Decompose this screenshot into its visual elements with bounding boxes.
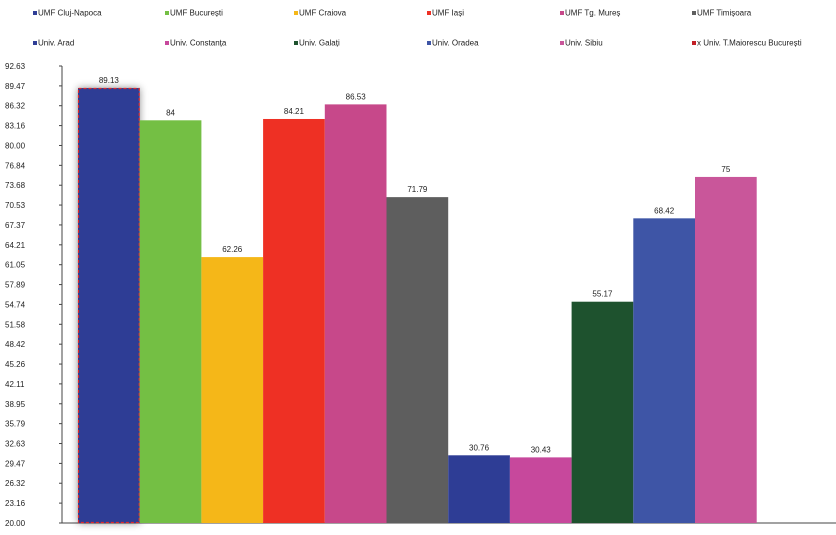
legend-item-univ-constanta: Univ. Constanța (165, 39, 227, 48)
legend-swatch (294, 41, 298, 45)
legend-item-umf-tg-mures: UMF Tg. Mureș (560, 9, 620, 18)
legend-item-univ-arad: Univ. Arad (33, 39, 74, 48)
data-label-umf-iasi: 84.21 (284, 107, 305, 116)
bar-umf-cluj-napoca (78, 88, 140, 523)
legend-label: Univ. Sibiu (565, 39, 603, 48)
y-tick-label: 48.42 (5, 340, 26, 349)
data-label-univ-galati: 55.17 (592, 290, 613, 299)
y-tick-label: 38.95 (5, 400, 26, 409)
bar-umf-bucuresti (139, 120, 202, 523)
legend-item-umf-iasi: UMF Iași (427, 9, 464, 18)
legend-item-univ-sibiu: Univ. Sibiu (560, 39, 603, 48)
legend-swatch (294, 11, 298, 15)
data-label-umf-cluj-napoca: 89.13 (99, 76, 120, 85)
bar-univ-galati (571, 301, 634, 523)
legend-item-umf-bucuresti: UMF București (165, 9, 223, 18)
legend-label: Univ. Galați (299, 39, 340, 48)
y-tick-label: 86.32 (5, 102, 26, 111)
legend-item-umf-timisoara: UMF Timișoara (692, 9, 752, 18)
bars (77, 87, 757, 524)
legend-swatch (560, 11, 564, 15)
data-label-umf-bucuresti: 84 (166, 108, 175, 117)
legend-swatch (427, 11, 431, 15)
legend-item-univ-oradea: Univ. Oradea (427, 39, 479, 48)
y-tick-label: 32.63 (5, 440, 26, 449)
bar-umf-timisoara (386, 197, 449, 524)
legend-item-umf-cluj-napoca: UMF Cluj-Napoca (33, 9, 102, 18)
bar-umf-tg-mures (324, 104, 387, 524)
bar-univ-constanta (509, 457, 572, 523)
data-label-univ-oradea: 68.42 (654, 206, 675, 215)
legend-label: UMF Timișoara (697, 9, 752, 18)
y-tick-label: 61.05 (5, 261, 26, 270)
legend-label: Univ. Oradea (432, 39, 479, 48)
y-tick-label: 70.53 (5, 201, 26, 210)
y-tick-label: 67.37 (5, 221, 26, 230)
legend-item-x-univ-t-maiorescu-bucuresti: x Univ. T.Maiorescu București (692, 39, 802, 48)
legend-swatch (165, 41, 169, 45)
data-label-umf-tg-mures: 86.53 (346, 92, 367, 101)
y-tick-label: 76.84 (5, 161, 26, 170)
y-tick-label: 35.79 (5, 420, 26, 429)
y-tick-label: 54.74 (5, 300, 26, 309)
legend-item-univ-galati: Univ. Galați (294, 39, 340, 48)
data-label-univ-sibiu: 75 (721, 165, 730, 174)
legend-swatch (33, 11, 37, 15)
legend-label: Univ. Arad (38, 39, 74, 48)
legend-swatch (692, 41, 696, 45)
y-tick-label: 57.89 (5, 281, 26, 290)
y-tick-label: 26.32 (5, 479, 26, 488)
bar-umf-craiova (201, 257, 264, 523)
y-tick-label: 83.16 (5, 122, 26, 131)
y-tick-label: 45.26 (5, 360, 26, 369)
y-tick-label: 42.11 (5, 380, 25, 389)
value-labels: 89.13 84 62.26 84.21 86.53 71.79 30.76 30.43 55.… (99, 76, 731, 454)
legend-label: UMF București (170, 9, 223, 18)
legend-swatch (33, 41, 37, 45)
legend-label: x Univ. T.Maiorescu București (697, 39, 802, 48)
bar-univ-oradea (633, 218, 695, 524)
legend-item-umf-craiova: UMF Craiova (294, 9, 347, 18)
legend-swatch (165, 11, 169, 15)
y-tick-label: 89.47 (5, 82, 26, 91)
data-label-umf-timisoara: 71.79 (407, 185, 428, 194)
y-tick-label: 20.00 (5, 519, 26, 528)
legend-swatch (427, 41, 431, 45)
bar-univ-arad (448, 455, 510, 523)
y-tick-label: 92.63 (5, 62, 26, 71)
bar-umf-iasi (263, 118, 325, 523)
legend-swatch (560, 41, 564, 45)
legend-label: UMF Tg. Mureș (565, 9, 620, 18)
bar-selection-outline (77, 87, 140, 524)
data-label-umf-craiova: 62.26 (222, 245, 243, 254)
data-label-univ-arad: 30.76 (469, 443, 490, 452)
legend-label: UMF Iași (432, 9, 464, 18)
legend-swatch (692, 11, 696, 15)
bar-univ-sibiu (695, 176, 757, 523)
y-tick-label: 23.16 (5, 499, 26, 508)
legend: UMF Cluj-Napoca UMF București UMF Craiova U… (33, 9, 802, 48)
y-tick-label: 73.68 (5, 181, 26, 190)
y-tick-label: 64.21 (5, 241, 26, 250)
y-tick-label: 29.47 (5, 459, 26, 468)
legend-label: Univ. Constanța (170, 39, 227, 48)
legend-label: UMF Cluj-Napoca (38, 9, 102, 18)
y-tick-label: 80.00 (5, 141, 26, 150)
legend-label: UMF Craiova (299, 9, 347, 18)
y-tick-label: 51.58 (5, 320, 26, 329)
data-label-univ-constanta: 30.43 (531, 445, 552, 454)
